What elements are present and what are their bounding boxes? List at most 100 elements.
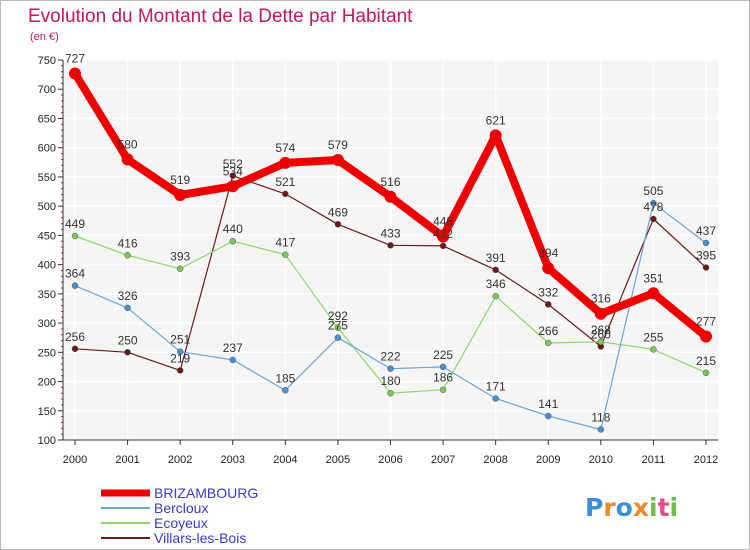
- chart-title: Evolution du Montant de la Dette par Hab…: [28, 6, 413, 27]
- data-point: [650, 346, 657, 353]
- x-tick-label: 2003: [221, 454, 245, 466]
- series-lines: [69, 67, 712, 433]
- data-label: 417: [275, 236, 295, 250]
- data-point: [279, 156, 292, 169]
- data-point: [700, 330, 712, 343]
- data-label: 478: [643, 200, 663, 214]
- data-point: [334, 221, 342, 228]
- y-tick-label: 300: [38, 318, 56, 330]
- chart-subtitle: (en €): [30, 31, 59, 43]
- logo-text: Proxiti: [585, 493, 678, 522]
- proxiti-logo: Proxiti: [585, 493, 678, 522]
- data-point: [124, 252, 131, 259]
- data-label: 222: [380, 350, 400, 364]
- data-label: 727: [65, 51, 85, 65]
- data-label: 237: [223, 341, 243, 355]
- x-tick-label: 2001: [115, 454, 139, 466]
- data-label: 260: [591, 327, 611, 341]
- logo-letter: x: [633, 493, 649, 522]
- data-point: [282, 387, 289, 394]
- data-label: 346: [486, 277, 506, 291]
- data-label: 519: [170, 173, 190, 187]
- logo-letter: o: [616, 493, 633, 522]
- data-label: 416: [118, 236, 138, 250]
- data-point: [545, 412, 552, 420]
- data-point: [334, 334, 342, 341]
- data-label: 521: [275, 175, 295, 189]
- data-label: 180: [380, 374, 400, 388]
- data-label: 395: [696, 249, 716, 263]
- data-label: 394: [538, 246, 558, 260]
- x-tick-label: 2007: [431, 454, 455, 466]
- data-point: [387, 242, 394, 249]
- y-tick-label: 650: [38, 113, 56, 125]
- logo-letter: P: [585, 493, 603, 522]
- data-label: 277: [696, 315, 716, 329]
- data-point: [439, 363, 447, 371]
- data-point: [71, 282, 79, 289]
- data-label: 469: [328, 205, 348, 219]
- data-label: 432: [433, 227, 453, 241]
- data-point: [387, 389, 394, 397]
- data-point: [702, 369, 710, 377]
- data-label: 579: [328, 138, 348, 152]
- legend: BRIZAMBOURGBerclouxEcoyeuxVillars-les-Bo…: [101, 485, 258, 546]
- data-point: [226, 180, 239, 193]
- x-tick-label: 2005: [326, 454, 350, 466]
- data-label: 171: [486, 379, 506, 393]
- data-point: [384, 190, 397, 203]
- data-point: [492, 292, 499, 300]
- data-point: [650, 215, 657, 223]
- data-label: 534: [223, 164, 243, 178]
- data-label: 437: [696, 224, 716, 238]
- data-point: [439, 386, 447, 393]
- data-point: [229, 172, 236, 180]
- data-label: 364: [65, 267, 85, 281]
- legend-label: Bercloux: [154, 500, 208, 516]
- y-tick-label: 400: [38, 260, 56, 272]
- data-point: [597, 338, 605, 346]
- data-label: 219: [170, 351, 190, 365]
- x-tick-label: 2009: [536, 454, 560, 466]
- y-tick-label: 100: [38, 435, 56, 447]
- data-point: [489, 129, 502, 142]
- data-point: [71, 345, 79, 353]
- data-point: [439, 242, 447, 250]
- legend-label: Ecoyeux: [154, 515, 208, 531]
- y-tick-label: 150: [38, 406, 56, 418]
- data-point: [437, 230, 450, 243]
- legend-label: BRIZAMBOURG: [154, 485, 258, 501]
- data-point: [282, 251, 289, 258]
- data-point: [229, 356, 236, 364]
- data-label: 275: [328, 319, 348, 333]
- x-tick-label: 2002: [168, 454, 192, 466]
- data-point: [702, 264, 710, 271]
- data-labels: 256 250 219 552 521 469 433 432 391 332 260 478 395 4…: [65, 51, 716, 424]
- data-point: [229, 237, 236, 245]
- y-tick-label: 450: [38, 230, 56, 242]
- data-label: 251: [170, 333, 190, 347]
- logo-letter: t: [658, 493, 670, 522]
- data-label: 250: [118, 333, 138, 347]
- data-point: [492, 266, 499, 274]
- data-label: 448: [433, 215, 453, 229]
- grid-lines: [63, 59, 718, 440]
- data-point: [331, 153, 344, 166]
- data-point: [174, 189, 187, 202]
- data-point: [545, 301, 552, 308]
- data-point: [176, 367, 184, 374]
- data-label: 268: [591, 323, 611, 337]
- data-label: 580: [118, 137, 138, 151]
- x-tick-label: 2012: [694, 454, 718, 466]
- data-label: 316: [591, 292, 611, 306]
- logo-letter: i: [649, 493, 658, 522]
- data-point: [176, 265, 184, 272]
- data-point: [387, 365, 394, 372]
- y-tick-label: 600: [38, 143, 56, 155]
- data-label: 621: [486, 113, 506, 127]
- y-tick-label: 500: [38, 201, 56, 213]
- data-point: [282, 190, 289, 198]
- data-point: [542, 262, 555, 275]
- y-tick-label: 200: [38, 377, 56, 389]
